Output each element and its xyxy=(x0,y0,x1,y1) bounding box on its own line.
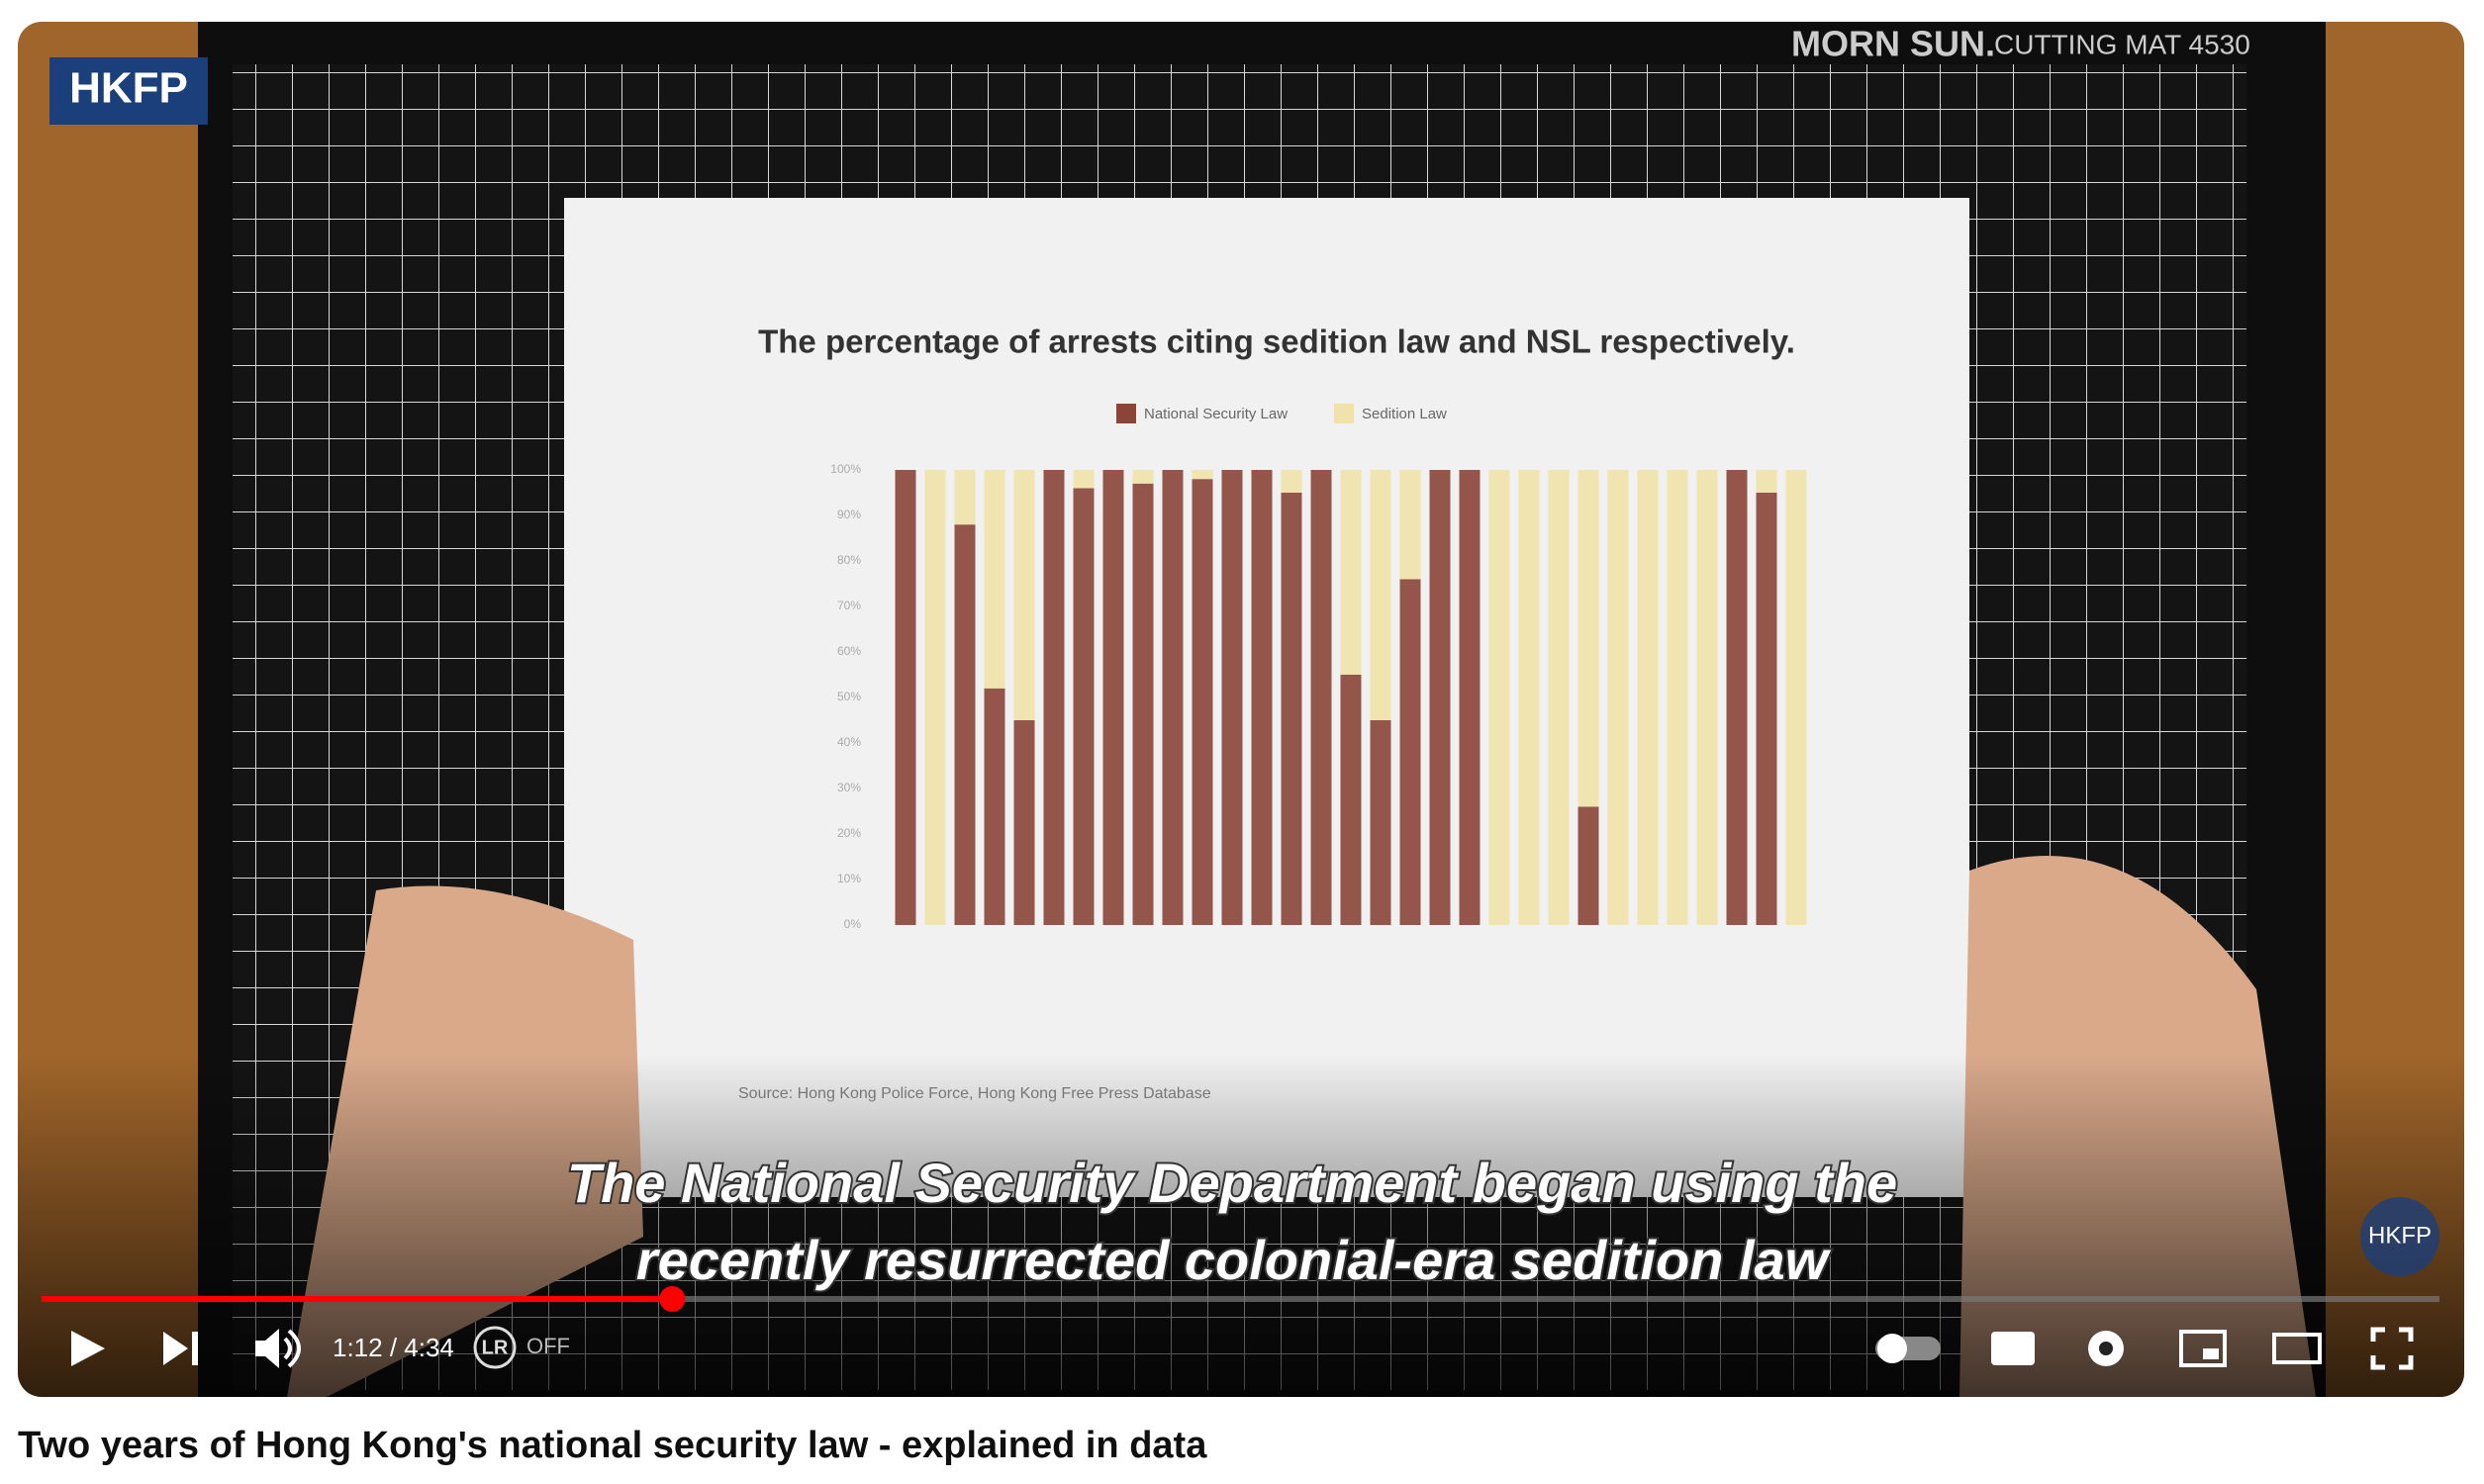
y-tick-label: 50% xyxy=(837,690,861,703)
bar-segment xyxy=(1192,470,1213,480)
video-player[interactable]: The percentage of arrests citing seditio… xyxy=(0,0,2484,1415)
bar-segment xyxy=(1637,470,1659,925)
legend-label: National Security Law xyxy=(1144,406,1288,422)
bar-segment xyxy=(984,688,1005,925)
bar-segment xyxy=(954,524,976,925)
bar-segment xyxy=(1429,470,1451,925)
lr-icon: LR xyxy=(482,1337,509,1358)
bar-segment xyxy=(1577,806,1599,925)
lr-state: OFF xyxy=(526,1334,570,1358)
bar-segment xyxy=(1756,470,1777,493)
bar-segment xyxy=(1577,470,1599,807)
y-tick-label: 30% xyxy=(837,781,861,794)
bar-segment xyxy=(1073,470,1095,489)
bar-segment xyxy=(1340,675,1362,925)
bar-segment xyxy=(1518,470,1540,925)
bar-segment xyxy=(1488,470,1510,925)
miniplayer-button[interactable] xyxy=(2179,1330,2227,1367)
bar-segment xyxy=(954,470,976,525)
bar-segment xyxy=(924,470,946,925)
chart-source: Source: Hong Kong Police Force, Hong Kon… xyxy=(738,1085,1211,1102)
bar-segment xyxy=(1013,470,1035,720)
bar-segment xyxy=(1607,470,1629,925)
bar-segment xyxy=(1251,470,1273,925)
y-tick-label: 80% xyxy=(837,553,861,567)
bar-segment xyxy=(1459,470,1481,925)
play-button[interactable] xyxy=(71,1331,105,1366)
bar-segment xyxy=(895,470,916,925)
legend-label: Sedition Law xyxy=(1362,406,1447,422)
mute-button[interactable] xyxy=(255,1329,279,1368)
bar-segment xyxy=(1102,470,1124,925)
bar-segment xyxy=(1132,483,1154,925)
controls: 1:12 / 4:34 LR OFF xyxy=(71,1326,2414,1370)
lr-button[interactable] xyxy=(473,1326,517,1369)
next-button[interactable] xyxy=(163,1332,198,1365)
caption-line: recently resurrected colonial-era sediti… xyxy=(636,1229,1832,1291)
y-tick-label: 20% xyxy=(837,826,861,840)
bar-segment xyxy=(1340,470,1362,675)
bar-segment xyxy=(1281,470,1302,493)
bar-segment xyxy=(1370,470,1391,720)
progress-track[interactable] xyxy=(42,1296,2439,1302)
theater-button[interactable] xyxy=(2272,1333,2322,1364)
bar-segment xyxy=(1726,470,1748,925)
logo-box xyxy=(49,57,208,125)
chart-title: The percentage of arrests citing seditio… xyxy=(758,324,1795,360)
video-title: Two years of Hong Kong's national securi… xyxy=(18,1425,1207,1466)
bar-segment xyxy=(1132,470,1154,484)
bar-segment xyxy=(1073,488,1095,925)
bar-segment xyxy=(1221,470,1243,925)
progress-played xyxy=(42,1296,673,1302)
bar-segment xyxy=(1785,470,1807,925)
fullscreen-button[interactable] xyxy=(2370,1327,2414,1370)
bar-segment xyxy=(1192,479,1213,925)
bar-segment xyxy=(1756,493,1777,925)
bar-segment xyxy=(1696,470,1718,925)
y-tick-label: 10% xyxy=(837,872,861,885)
bar-segment xyxy=(1013,720,1035,925)
bar-segment xyxy=(1370,720,1391,925)
bar-segment xyxy=(1043,470,1065,925)
mat-brand: MORN SUN. xyxy=(1791,24,1995,64)
y-tick-label: 90% xyxy=(837,508,861,521)
subtitles-button[interactable] xyxy=(1991,1332,2035,1365)
bar-segment xyxy=(1162,470,1184,925)
paper-chart: The percentage of arrests citing seditio… xyxy=(738,324,1807,1102)
bar-segment xyxy=(1310,470,1332,925)
bar-segment xyxy=(1399,470,1421,580)
watermark-circle xyxy=(2360,1197,2439,1276)
bar-segment xyxy=(984,470,1005,689)
bar-segment xyxy=(1281,493,1302,925)
caption-line: The National Security Department began u… xyxy=(567,1152,1897,1214)
watermark: HKFP xyxy=(2368,1222,2432,1249)
channel-logo: HKFP xyxy=(69,64,188,113)
mat-label: CUTTING MAT 4530 xyxy=(1994,29,2250,59)
time-display: 1:12 / 4:34 xyxy=(333,1333,454,1362)
bar-segment xyxy=(1667,470,1688,925)
y-tick-label: 70% xyxy=(837,599,861,612)
y-tick-label: 40% xyxy=(837,735,861,749)
y-tick-label: 60% xyxy=(837,644,861,658)
bar-segment xyxy=(1548,470,1570,925)
legend-swatch xyxy=(1334,404,1354,423)
y-tick-label: 0% xyxy=(844,917,862,931)
legend-swatch xyxy=(1116,404,1136,423)
bar-segment xyxy=(1399,579,1421,925)
y-tick-label: 100% xyxy=(830,462,861,476)
progress-scrubber[interactable] xyxy=(659,1286,686,1312)
